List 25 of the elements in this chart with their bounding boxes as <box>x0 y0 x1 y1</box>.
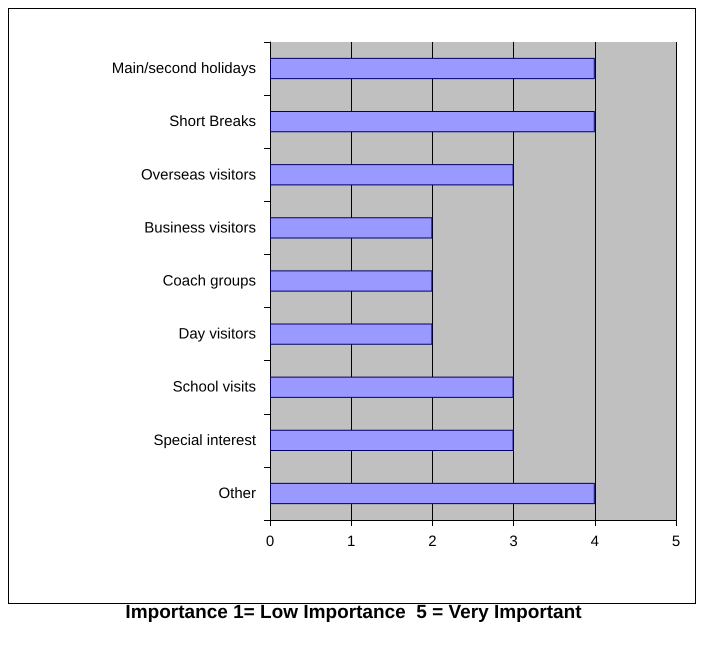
y-tick-label: Main/second holidays <box>112 60 256 78</box>
bar <box>270 217 432 239</box>
bar <box>270 376 514 398</box>
x-tick-label: 2 <box>428 533 437 550</box>
x-tick-label: 0 <box>266 533 274 550</box>
bar <box>270 270 432 292</box>
bar <box>270 164 514 186</box>
x-tick-label: 5 <box>672 533 680 550</box>
x-tick-label: 4 <box>590 533 599 550</box>
y-tick-label: Day visitors <box>178 326 256 343</box>
bar <box>270 111 595 132</box>
bar <box>270 430 514 451</box>
y-tick-label: Coach groups <box>162 272 256 290</box>
y-tick-label: Other <box>218 484 256 502</box>
bar <box>270 323 432 345</box>
y-tick-label: Special interest <box>153 432 257 449</box>
bar <box>270 58 595 80</box>
x-axis-title: Importance 1= Low Importance 5 = Very Important <box>124 602 583 624</box>
y-tick-label: Short Breaks <box>169 113 256 130</box>
x-tick-label: 1 <box>347 533 356 550</box>
bar <box>270 482 595 504</box>
y-tick-label: School visits <box>172 378 256 396</box>
x-tick-label: 3 <box>509 533 518 550</box>
y-tick-label: Overseas visitors <box>140 166 256 184</box>
y-tick-label: Business visitors <box>144 219 256 236</box>
